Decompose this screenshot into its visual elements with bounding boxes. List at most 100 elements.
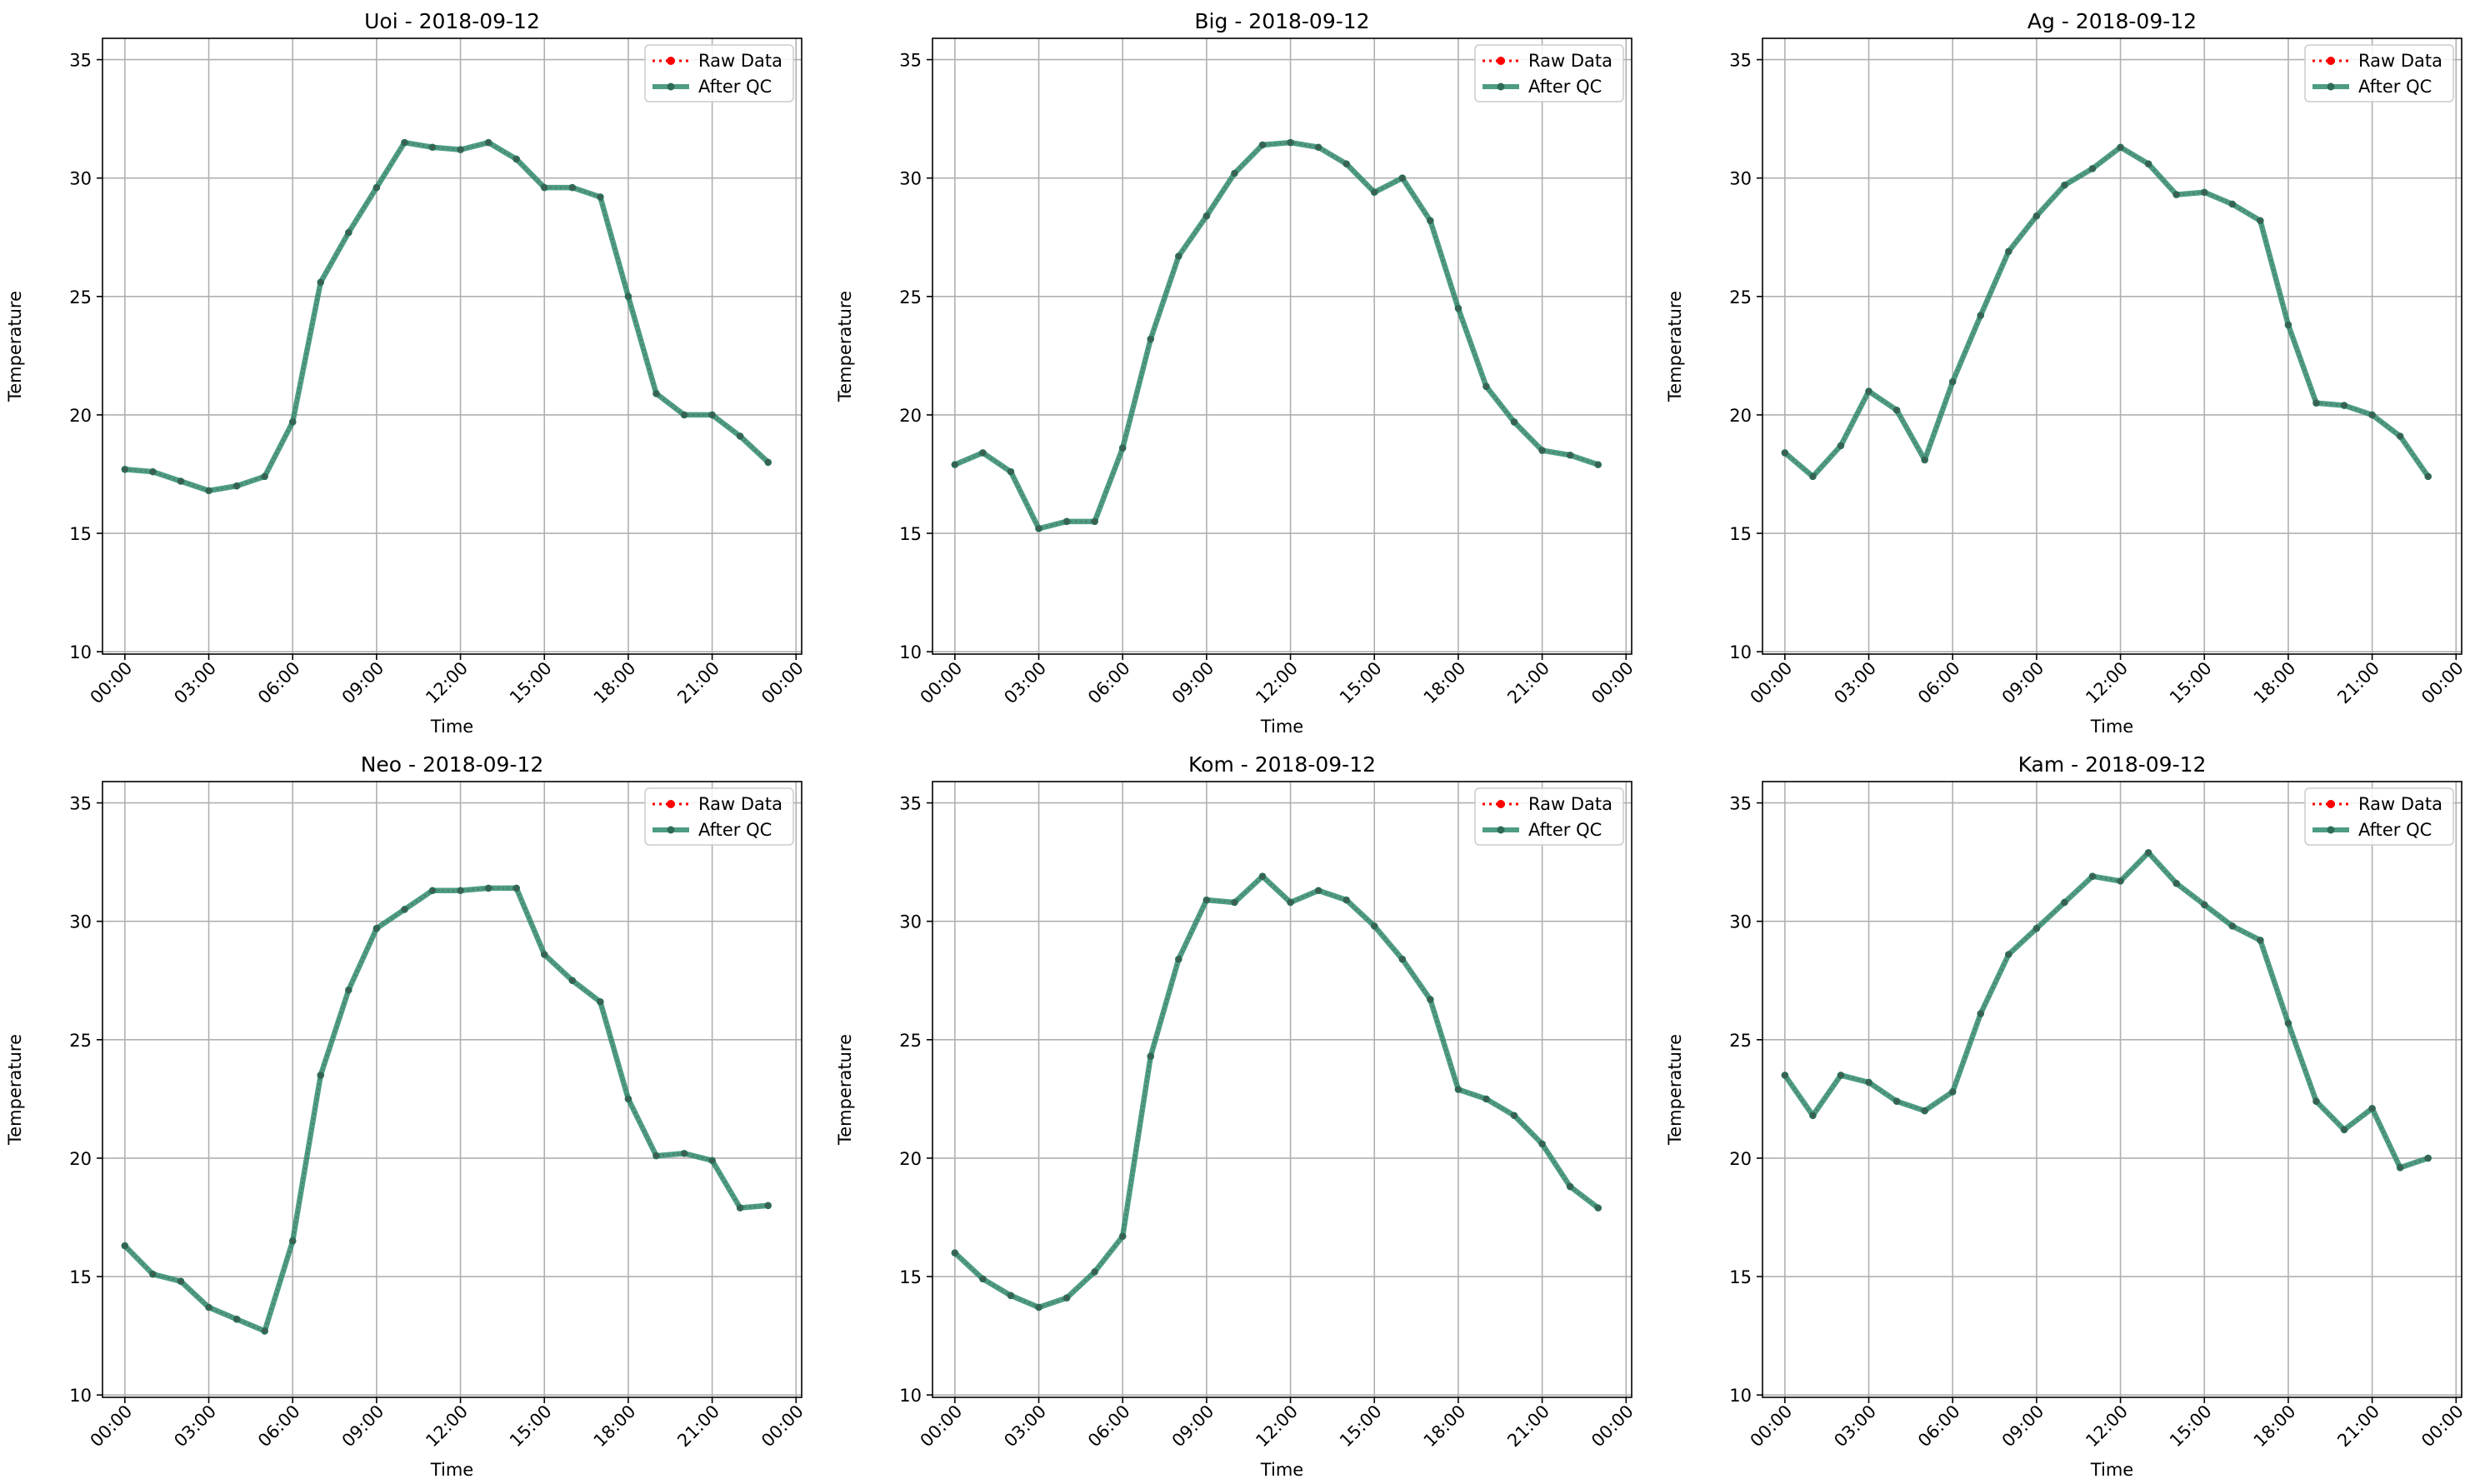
data-point-raw-data (738, 435, 742, 437)
data-point-raw-data (1177, 255, 1180, 257)
chart-title: Big - 2018-09-12 (1194, 9, 1369, 33)
x-tick-label: 21:00 (673, 658, 723, 708)
data-point-raw-data (1121, 1235, 1124, 1238)
series-line-after-qc (122, 885, 771, 1334)
data-point-raw-data (1345, 162, 1348, 166)
data-point-raw-data (2231, 202, 2234, 206)
data-point-raw-data (1317, 889, 1320, 892)
y-tick-label: 35 (899, 794, 922, 814)
x-tick-label: 00:00 (758, 1402, 808, 1452)
y-tick-label: 20 (899, 406, 922, 426)
y-tick-label: 20 (69, 1149, 92, 1169)
data-point-raw-data (1009, 1294, 1012, 1297)
data-point-raw-data (403, 908, 406, 911)
axes-frame (1762, 37, 2462, 655)
data-point-raw-data (627, 295, 630, 298)
data-point-raw-data (291, 421, 294, 423)
x-tick-label: 06:00 (254, 658, 304, 708)
x-axis-label: Time (2090, 1460, 2133, 1480)
data-point-raw-data (1009, 470, 1012, 473)
x-tick-label: 06:00 (1084, 658, 1134, 708)
data-point-raw-data (711, 413, 714, 417)
plot-area (102, 38, 802, 654)
legend-label-after-qc: After QC (2358, 77, 2432, 97)
chart-title: Neo - 2018-09-12 (361, 752, 544, 777)
x-tick-label: 21:00 (1503, 1402, 1553, 1452)
data-point-raw-data (459, 148, 462, 151)
y-tick-label: 15 (69, 1267, 92, 1287)
data-point-raw-data (1205, 898, 1208, 902)
data-point-raw-data (1783, 1074, 1787, 1077)
y-tick-label: 35 (899, 51, 922, 71)
data-point-raw-data (1512, 1114, 1516, 1117)
data-point-raw-data (1895, 1100, 1898, 1103)
y-axis-label: Temperature (1665, 1034, 1685, 1146)
data-point-raw-data (1065, 520, 1068, 523)
y-tick-label: 15 (899, 1267, 922, 1287)
data-point-raw-data (1289, 141, 1292, 144)
data-point-raw-data (1038, 1306, 1040, 1309)
data-point-raw-data (1289, 901, 1292, 904)
legend-label-raw-data: Raw Data (2358, 51, 2442, 71)
x-tick-label: 12:00 (2082, 1402, 2132, 1452)
data-point-raw-data (1923, 1109, 1927, 1112)
x-tick-label: 00:00 (1747, 658, 1797, 708)
y-tick-label: 20 (69, 406, 92, 426)
data-point-raw-data (263, 475, 267, 478)
data-point-raw-data (179, 1280, 182, 1283)
data-point-raw-data (1149, 337, 1152, 341)
data-point-raw-data (235, 484, 238, 487)
x-axis-label: Time (430, 717, 473, 737)
data-point-raw-data (1457, 1088, 1460, 1091)
x-tick-label: 00:00 (87, 1402, 137, 1452)
legend-label-raw-data: Raw Data (1528, 51, 1612, 71)
data-point-raw-data (1121, 447, 1124, 450)
data-point-raw-data (1597, 463, 1600, 467)
data-point-raw-data (1457, 307, 1460, 310)
data-point-raw-data (2119, 879, 2122, 882)
legend-marker-raw-data (2327, 800, 2335, 808)
x-tick-label: 06:00 (1084, 1402, 1134, 1452)
data-point-raw-data (2258, 939, 2262, 942)
x-tick-label: 18:00 (590, 658, 640, 708)
data-point-raw-data (1812, 1114, 1814, 1117)
data-point-raw-data (403, 141, 406, 144)
data-point-raw-data (2175, 882, 2178, 885)
x-tick-label: 15:00 (506, 1402, 556, 1452)
chart-title: Uoi - 2018-09-12 (364, 9, 540, 33)
y-tick-label: 30 (1729, 912, 1752, 932)
y-tick-label: 25 (69, 1031, 92, 1051)
chart-title: Ag - 2018-09-12 (2028, 9, 2197, 33)
axes-frame (1762, 781, 2462, 1398)
data-point-raw-data (2147, 162, 2150, 166)
y-tick-label: 20 (1729, 1149, 1752, 1169)
data-point-raw-data (1979, 314, 1982, 317)
x-tick-label: 21:00 (2333, 658, 2383, 708)
x-tick-label: 00:00 (917, 1402, 967, 1452)
x-tick-label: 03:00 (170, 1402, 220, 1452)
data-point-raw-data (431, 889, 434, 892)
y-tick-label: 30 (1729, 169, 1752, 189)
y-tick-label: 30 (69, 912, 92, 932)
data-point-raw-data (2427, 475, 2430, 478)
data-point-raw-data (2091, 875, 2094, 878)
y-tick-label: 30 (899, 169, 922, 189)
x-tick-label: 06:00 (1914, 1402, 1964, 1452)
x-tick-label: 09:00 (338, 658, 388, 708)
data-point-raw-data (319, 1074, 322, 1077)
legend-label-after-qc: After QC (698, 77, 772, 97)
data-point-raw-data (682, 413, 686, 417)
data-point-raw-data (627, 1097, 630, 1101)
data-point-raw-data (711, 1159, 714, 1162)
x-axis-label: Time (1260, 717, 1303, 737)
data-point-raw-data (2007, 953, 2010, 956)
x-tick-label: 12:00 (422, 658, 472, 708)
x-tick-label: 00:00 (2418, 1402, 2468, 1452)
data-point-raw-data (598, 1000, 602, 1003)
legend-marker-after-qc (1497, 82, 1505, 91)
data-point-raw-data (291, 1240, 294, 1242)
data-point-raw-data (1428, 219, 1432, 222)
plot-area (102, 782, 802, 1397)
y-tick-label: 25 (1729, 1031, 1752, 1051)
